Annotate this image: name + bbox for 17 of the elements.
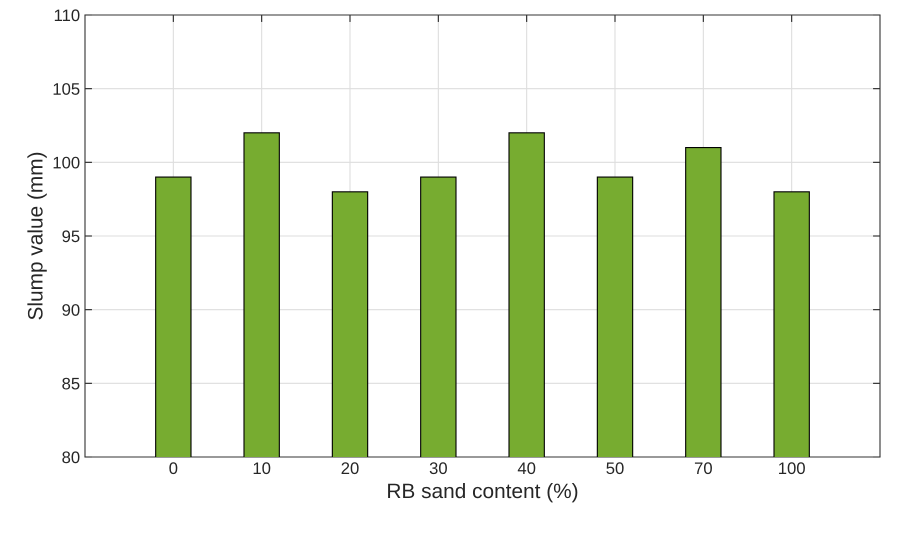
x-tick-label: 70: [694, 462, 712, 474]
x-tick-label: 30: [430, 462, 447, 474]
y-tick-label: 110: [54, 9, 80, 22]
x-axis-title: RB sand content (%): [388, 482, 578, 502]
y-tick-label: 95: [62, 230, 80, 242]
x-tick-label: 50: [606, 462, 624, 474]
y-tick-label: 90: [62, 304, 80, 316]
y-tick-label: 85: [62, 378, 80, 390]
y-tick-label: 80: [62, 451, 80, 464]
x-tick-label: 0: [169, 462, 178, 474]
x-tick-label: 40: [518, 462, 536, 474]
x-tick-label: 20: [342, 462, 359, 474]
y-tick-label: 100: [54, 156, 80, 169]
x-tick-label: 100: [779, 462, 805, 474]
y-axis-title: Slump value (mm): [27, 152, 47, 320]
x-tick-label: 10: [254, 462, 270, 474]
y-tick-label: 105: [54, 83, 80, 95]
